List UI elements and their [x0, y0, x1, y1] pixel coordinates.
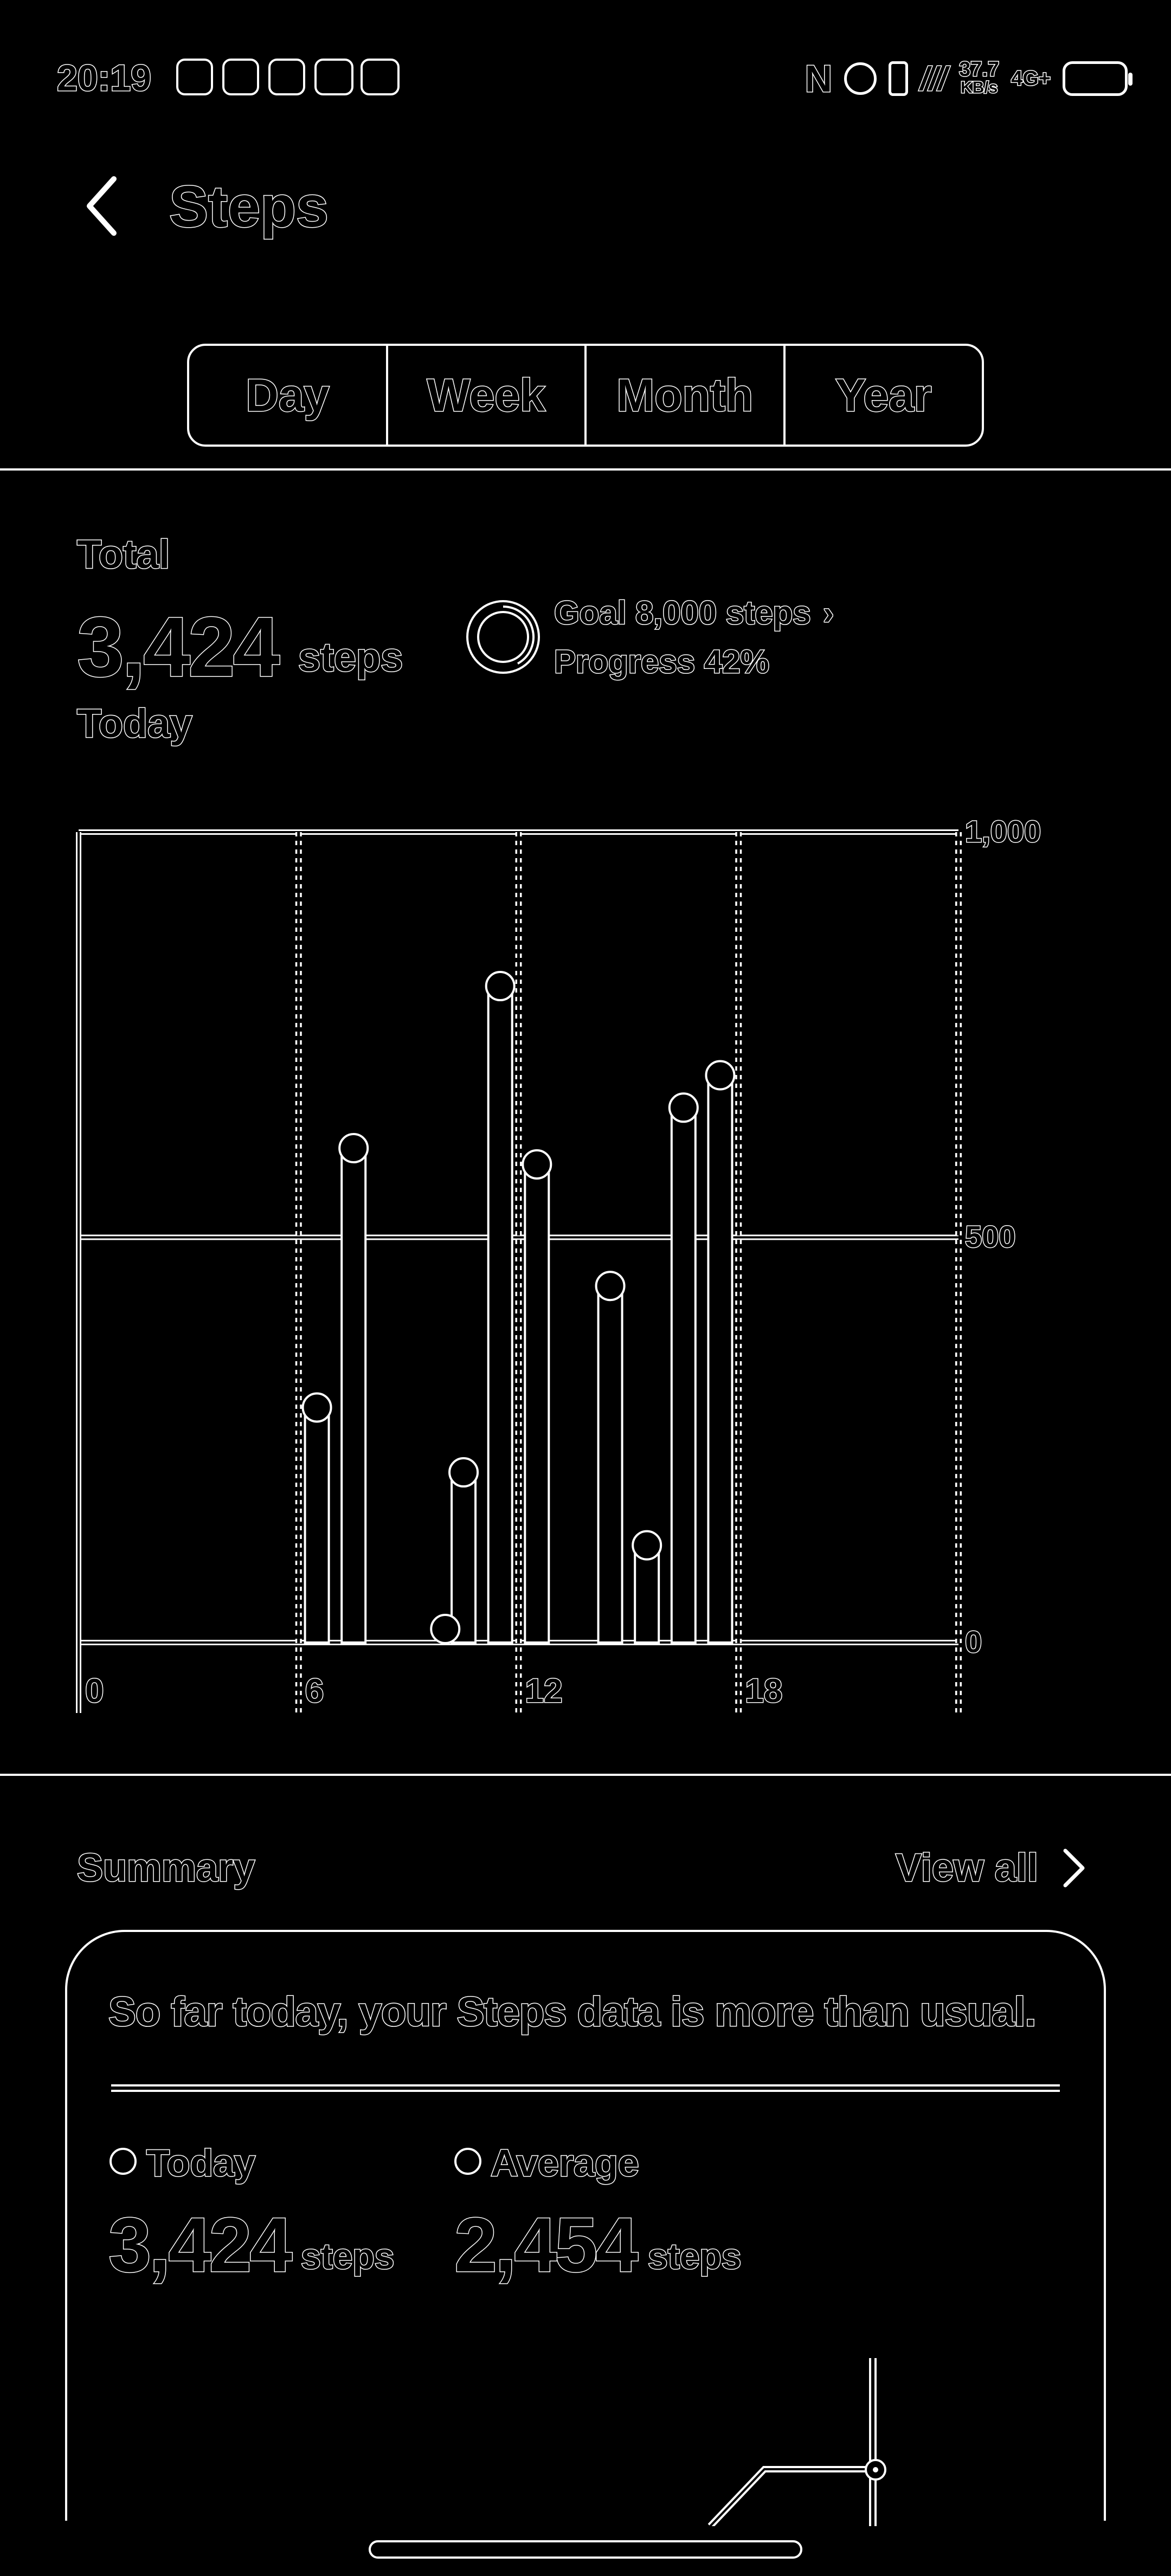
bar-marker: [338, 1133, 369, 1164]
divider: [0, 1774, 1171, 1776]
data-speed: 37.7 KB/s: [958, 58, 1000, 98]
goal-link[interactable]: Goal 8,000 steps ›: [554, 594, 835, 632]
summary-message: So far today, your Steps data is more th…: [108, 1988, 1038, 2036]
y-tick-label: 500: [965, 1220, 1015, 1254]
home-indicator[interactable]: [369, 2540, 802, 2559]
chart-bar: [670, 1106, 697, 1644]
bar-marker: [301, 1392, 332, 1423]
back-button[interactable]: [76, 173, 130, 239]
summary-comparison-chart: [707, 2358, 886, 2526]
page-title: Steps: [168, 173, 329, 240]
tab-year[interactable]: Year: [834, 369, 932, 421]
period-label: Today: [76, 700, 192, 747]
x-tick-label: 6: [305, 1672, 324, 1710]
chevron-right-icon: [1063, 1849, 1085, 1888]
bar-marker: [430, 1614, 461, 1645]
x-tick-label: 18: [745, 1672, 782, 1710]
chart-bar: [304, 1406, 330, 1644]
view-all-label: View all: [895, 1846, 1039, 1891]
average-legend-dot: [454, 2148, 481, 2175]
today-steps-value: 3,424: [107, 2201, 293, 2289]
status-right: N /// 37.7 KB/s 4G+: [804, 57, 1133, 101]
grab-icon: [361, 59, 400, 95]
tab-month[interactable]: Month: [587, 346, 786, 445]
chart-bar: [597, 1285, 623, 1644]
summary-card[interactable]: [65, 1930, 1106, 2521]
battery-icon: [1063, 61, 1133, 96]
vibrate-icon: [889, 61, 909, 96]
chart-bar: [707, 1074, 734, 1644]
chart-bars: [301, 971, 736, 1645]
nfc-icon: N: [804, 57, 833, 101]
average-steps-value: 2,454: [453, 2201, 639, 2289]
total-unit: steps: [297, 634, 403, 681]
average-legend-label: Average: [490, 2141, 640, 2185]
network-type: 4G+: [1011, 66, 1052, 91]
today-legend-label: Today: [146, 2141, 256, 2185]
bar-marker: [632, 1530, 662, 1561]
whatsapp-icon: [176, 59, 213, 95]
total-value: 3,424: [76, 600, 280, 695]
goal-text: Goal 8,000 steps: [554, 594, 812, 632]
steps-chart: 1,000 500 0 0 6 12 18: [76, 814, 1042, 1713]
chart-bar: [487, 985, 513, 1644]
tab-day[interactable]: Day: [189, 346, 388, 445]
hotspot-icon: [844, 62, 877, 95]
bar-marker: [595, 1271, 626, 1302]
bar-marker: [668, 1092, 699, 1123]
telegram-icon: [268, 59, 305, 95]
total-label: Total: [76, 531, 170, 578]
chart-bar: [634, 1544, 660, 1644]
y-tick-label: 0: [965, 1625, 982, 1659]
today-steps-unit: steps: [300, 2236, 395, 2277]
chart-bar: [340, 1147, 367, 1644]
status-time: 20:19: [56, 57, 152, 100]
summary-title: Summary: [76, 1846, 255, 1891]
bar-marker: [705, 1060, 736, 1091]
period-tabs: Day Week Month Year: [187, 344, 984, 447]
chart-grid: [76, 829, 962, 1713]
divider: [0, 468, 1171, 471]
chart-bar: [451, 1471, 477, 1644]
bar-marker: [448, 1457, 479, 1488]
goal-progress-arc: [503, 606, 535, 665]
y-tick-label: 1,000: [965, 814, 1041, 848]
bar-marker: [485, 971, 516, 1002]
summary-divider: [111, 2084, 1060, 2092]
tab-week[interactable]: Week: [388, 346, 587, 445]
x-tick-label: 12: [525, 1672, 563, 1710]
data-speed-value: 37.7: [958, 58, 1000, 81]
chevron-right-icon: ›: [822, 594, 835, 632]
chevron-left-icon: [87, 176, 117, 236]
chart-bar: [524, 1163, 550, 1644]
bar-marker: [522, 1149, 552, 1180]
today-legend-dot: [110, 2148, 137, 2175]
x-tick-label: 0: [85, 1672, 104, 1710]
notification-icon: [314, 59, 353, 95]
goal-progress-ring: [466, 600, 540, 674]
chart-labels: 1,000 500 0 0 6 12 18: [85, 814, 1042, 1711]
gallery-icon: [222, 59, 259, 95]
data-speed-unit: KB/s: [960, 78, 998, 98]
view-all-link[interactable]: View all: [895, 1846, 1087, 1891]
average-steps-unit: steps: [647, 2236, 742, 2277]
progress-text: Progress 42%: [554, 643, 770, 681]
signal-icon: ///: [919, 60, 948, 98]
